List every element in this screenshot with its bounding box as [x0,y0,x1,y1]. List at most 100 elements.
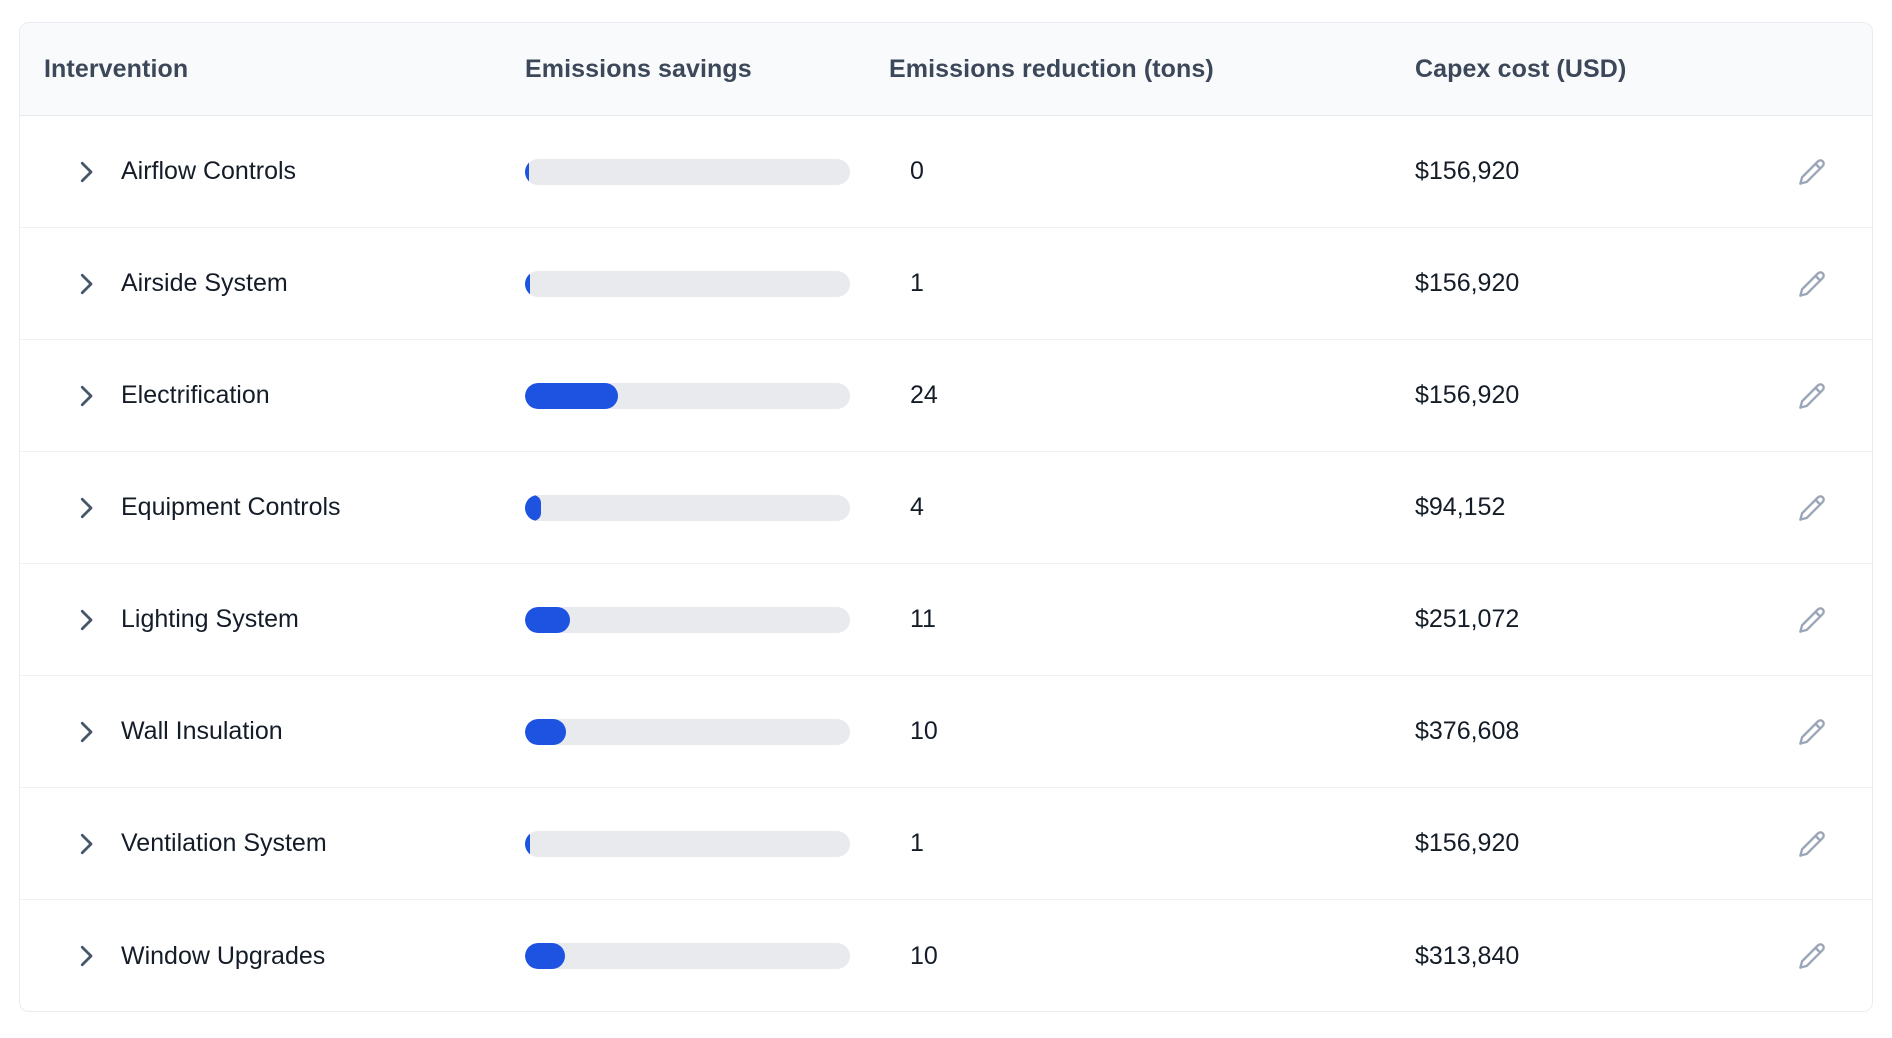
edit-row-button[interactable] [1792,264,1832,304]
savings-bar-fill [525,494,542,521]
table-row[interactable]: Airside System 1 $156,920 [20,228,1872,340]
edit-row-button[interactable] [1792,152,1832,192]
savings-bar-track [525,606,850,633]
savings-bar-track [525,943,850,969]
table-header-row: Intervention Emissions savings Emissions… [20,23,1872,116]
pencil-icon [1799,382,1825,409]
intervention-name: Lighting System [121,605,299,633]
intervention-name: Airflow Controls [121,157,297,185]
table-row[interactable]: Equipment Controls 4 $94,152 [20,452,1872,564]
edit-row-button[interactable] [1792,600,1832,640]
actions-cell [1752,824,1872,864]
table-row[interactable]: Wall Insulation 10 $376,608 [20,676,1872,788]
emissions-reduction-value: 1 [910,269,924,297]
capex-cost-value: $251,072 [1415,605,1520,633]
expand-row-button[interactable] [70,828,102,860]
savings-bar-fill [525,382,618,409]
intervention-name: Airside System [121,269,288,297]
chevron-right-icon [80,833,93,854]
pencil-icon [1799,718,1825,745]
emissions-savings-cell [525,830,889,857]
savings-bar-fill [525,606,570,633]
expand-row-button[interactable] [70,492,102,524]
pencil-icon [1799,494,1825,521]
expand-row-button[interactable] [70,940,102,972]
pencil-icon [1799,830,1825,857]
edit-row-button[interactable] [1792,824,1832,864]
column-header-capex-cost: Capex cost (USD) [1415,54,1627,83]
emissions-reduction-value: 1 [910,829,924,857]
edit-row-button[interactable] [1792,488,1832,528]
expand-row-button[interactable] [70,380,102,412]
emissions-reduction-value: 10 [910,941,938,970]
savings-bar-fill [525,830,531,857]
savings-bar-track [525,382,850,409]
savings-bar-fill [525,158,529,185]
savings-bar-fill [525,270,531,297]
column-header-emissions-savings: Emissions savings [525,54,752,83]
chevron-right-icon [80,945,93,967]
chevron-right-icon [80,497,93,518]
intervention-cell: Airflow Controls [20,156,525,188]
capex-cost-value: $376,608 [1415,717,1520,745]
savings-bar-track [525,158,850,185]
intervention-name: Wall Insulation [121,717,283,745]
emissions-savings-cell [525,606,889,633]
edit-row-button[interactable] [1792,712,1832,752]
capex-cost-value: $94,152 [1415,493,1506,521]
emissions-savings-cell [525,270,889,297]
pencil-icon [1799,270,1825,297]
table-row[interactable]: Electrification 24 $156,920 [20,340,1872,452]
capex-cost-value: $156,920 [1415,381,1520,409]
intervention-name: Equipment Controls [121,493,341,521]
intervention-cell: Wall Insulation [20,716,525,748]
intervention-cell: Lighting System [20,604,525,636]
emissions-savings-cell [525,494,889,521]
savings-bar-track [525,830,850,857]
pencil-icon [1799,158,1825,185]
emissions-reduction-value: 0 [910,157,924,185]
actions-cell [1752,488,1872,528]
intervention-cell: Airside System [20,268,525,300]
interventions-table: Intervention Emissions savings Emissions… [19,22,1873,1012]
intervention-name: Window Upgrades [121,941,326,970]
expand-row-button[interactable] [70,716,102,748]
edit-row-button[interactable] [1792,936,1832,976]
expand-row-button[interactable] [70,268,102,300]
savings-bar-track [525,718,850,745]
savings-bar-track [525,494,850,521]
expand-row-button[interactable] [70,604,102,636]
chevron-right-icon [80,609,93,630]
actions-cell [1752,376,1872,416]
intervention-name: Electrification [121,381,270,409]
expand-row-button[interactable] [70,156,102,188]
chevron-right-icon [80,721,93,742]
chevron-right-icon [80,161,93,182]
emissions-savings-cell [525,718,889,745]
emissions-savings-cell [525,943,889,969]
table-row[interactable]: Airflow Controls 0 $156,920 [20,116,1872,228]
intervention-cell: Window Upgrades [20,940,525,972]
chevron-right-icon [80,273,93,294]
emissions-savings-cell [525,158,889,185]
intervention-name: Ventilation System [121,829,327,857]
emissions-reduction-value: 11 [910,605,936,633]
pencil-icon [1799,606,1825,633]
capex-cost-value: $313,840 [1415,941,1520,970]
table-row[interactable]: Lighting System 11 $251,072 [20,564,1872,676]
intervention-cell: Ventilation System [20,828,525,860]
actions-cell [1752,936,1872,976]
table-row[interactable]: Ventilation System 1 $156,920 [20,788,1872,900]
column-header-emissions-reduction: Emissions reduction (tons) [889,54,1214,83]
edit-row-button[interactable] [1792,376,1832,416]
capex-cost-value: $156,920 [1415,829,1520,857]
actions-cell [1752,600,1872,640]
actions-cell [1752,264,1872,304]
capex-cost-value: $156,920 [1415,157,1520,185]
emissions-savings-cell [525,382,889,409]
table-row[interactable]: Window Upgrades 10 $313,840 [20,900,1872,1011]
table-body: Airflow Controls 0 $156,920 A [20,116,1872,1011]
intervention-cell: Equipment Controls [20,492,525,524]
emissions-reduction-value: 10 [910,717,938,745]
emissions-reduction-value: 4 [910,493,924,521]
